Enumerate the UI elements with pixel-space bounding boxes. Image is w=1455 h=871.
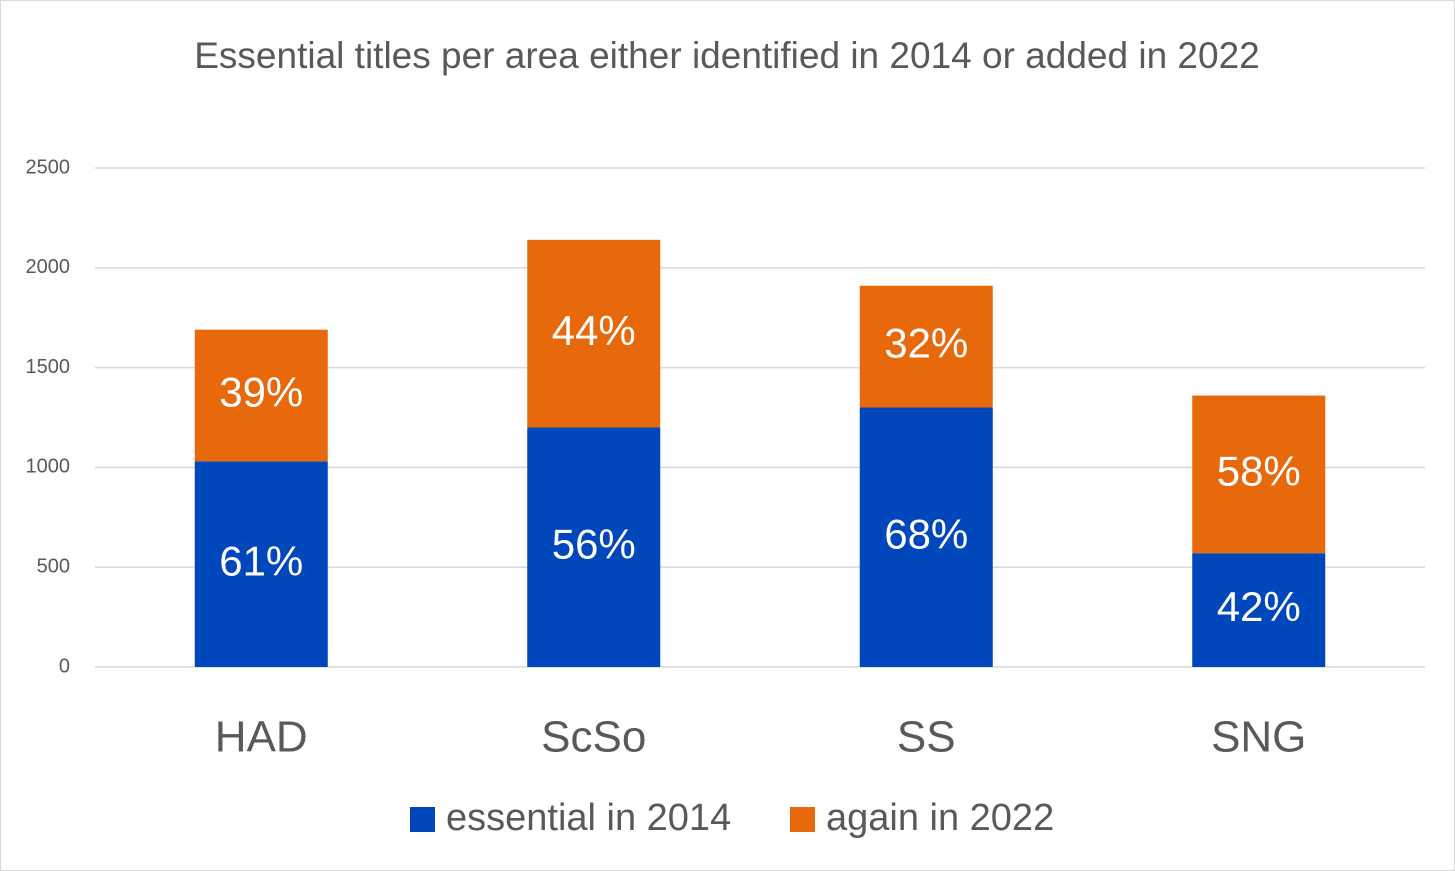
legend-label: again in 2022 <box>826 797 1054 839</box>
bar-segment <box>194 329 328 462</box>
bar-segment <box>527 239 661 428</box>
bar-segment <box>859 407 993 667</box>
data-label: 58% <box>1217 447 1301 494</box>
legend-swatch <box>790 807 815 832</box>
y-tick-label: 1500 <box>26 356 71 378</box>
chart-title: Essential titles per area either identif… <box>194 35 1260 76</box>
y-tick-label: 2000 <box>26 256 71 278</box>
bar-segment <box>194 461 328 667</box>
x-tick-label: ScSo <box>541 713 646 762</box>
x-tick-label: HAD <box>215 713 308 762</box>
data-label: 32% <box>884 320 968 367</box>
bar-segment <box>527 427 661 667</box>
data-label: 68% <box>884 510 968 557</box>
y-tick-label: 2500 <box>26 156 71 178</box>
y-tick-label: 500 <box>37 555 70 577</box>
data-label: 44% <box>552 307 636 354</box>
legend-swatch <box>410 807 435 832</box>
bar-segment <box>1192 553 1326 667</box>
bar-segment <box>1192 395 1326 554</box>
data-label: 39% <box>219 369 303 416</box>
bar-segment <box>859 285 993 408</box>
x-tick-label: SNG <box>1211 713 1306 762</box>
y-tick-label: 0 <box>59 655 70 677</box>
data-label: 42% <box>1217 583 1301 630</box>
y-tick-label: 1000 <box>26 456 71 478</box>
data-label: 56% <box>552 520 636 567</box>
data-label: 61% <box>219 537 303 584</box>
x-tick-label: SS <box>897 713 956 762</box>
legend-label: essential in 2014 <box>446 797 731 839</box>
